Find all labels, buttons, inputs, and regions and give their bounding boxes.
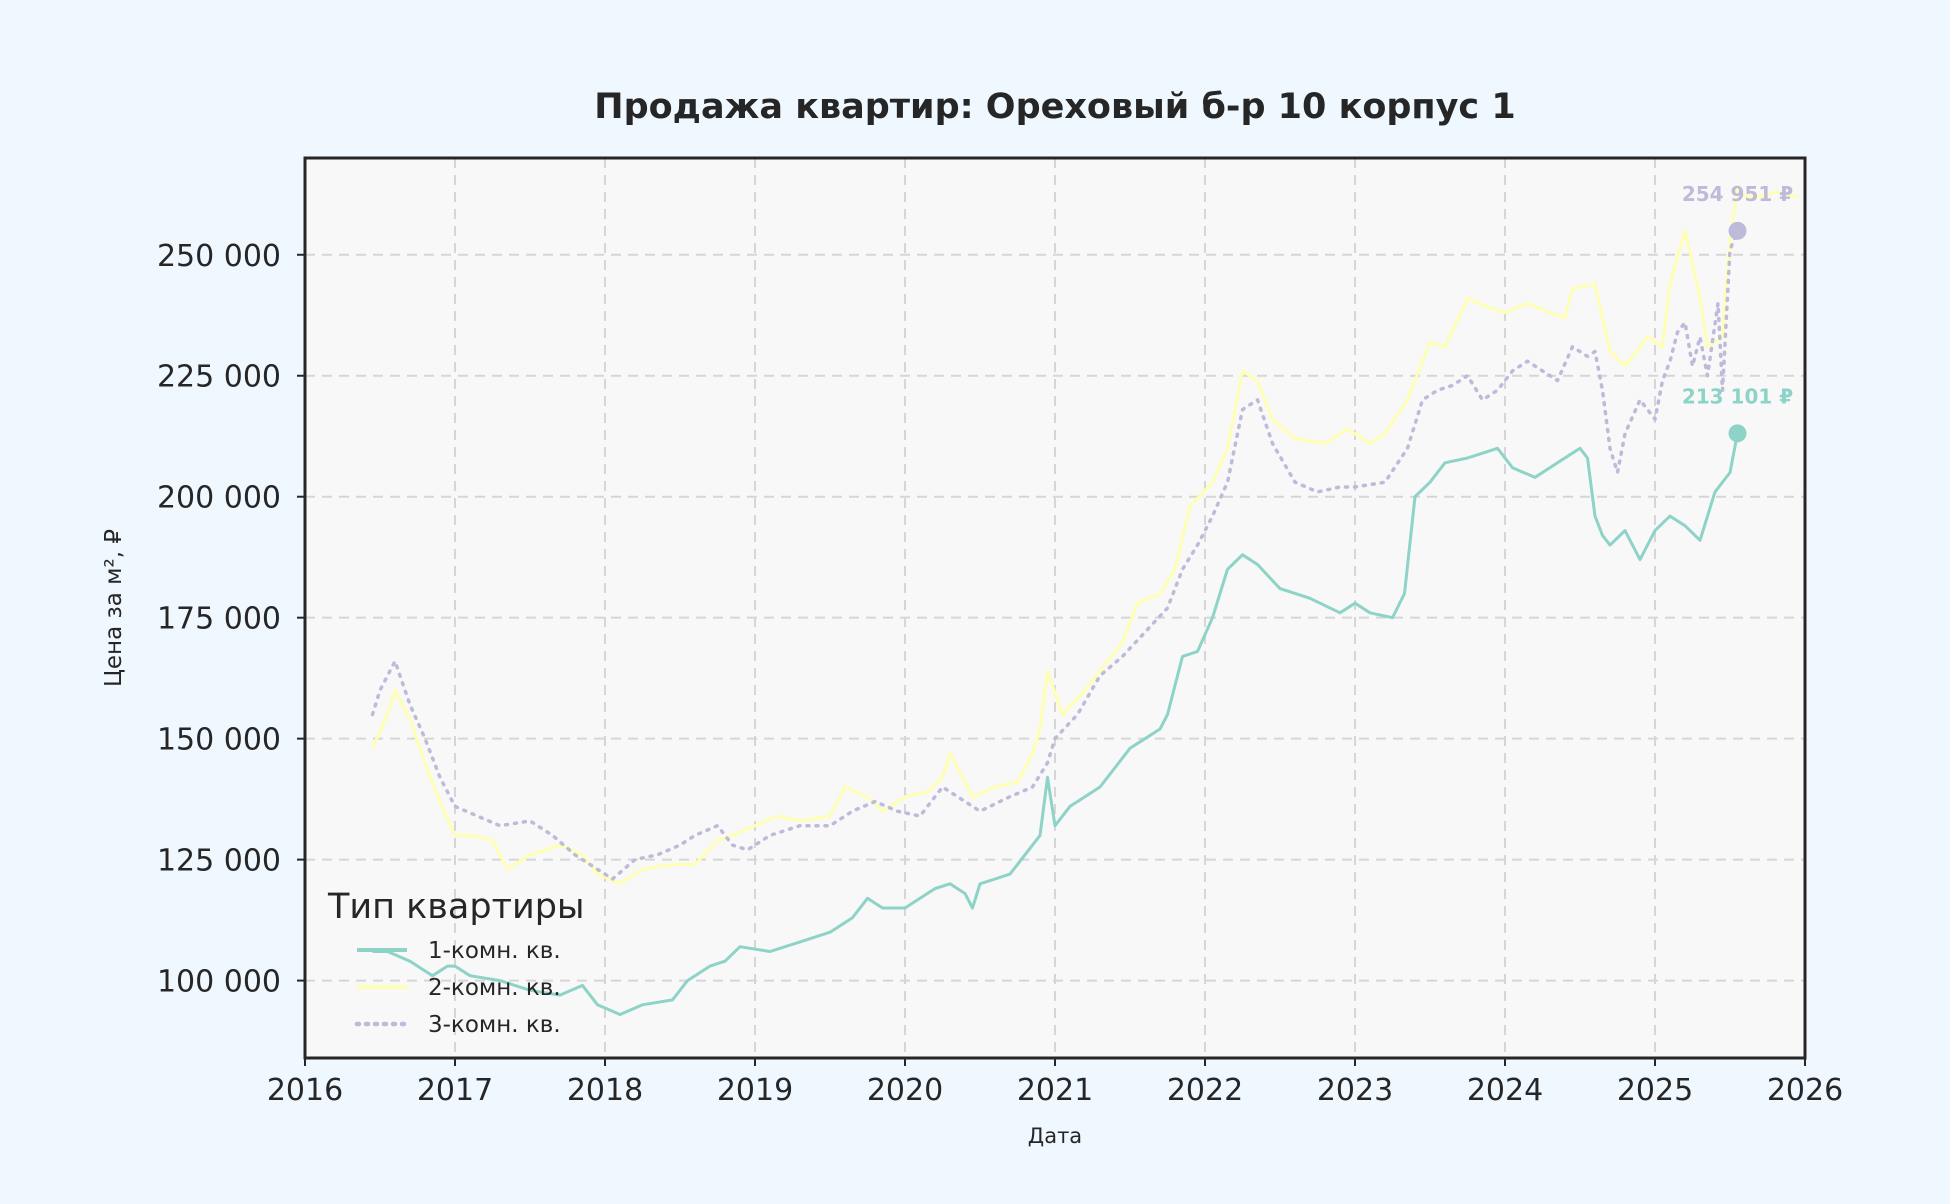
x-tick-label: 2019 (717, 1073, 793, 1108)
x-tick-label: 2016 (267, 1073, 343, 1108)
x-tick-label: 2026 (1767, 1073, 1843, 1108)
end-point-marker (1728, 221, 1747, 240)
end-point-marker (1728, 424, 1747, 443)
x-tick-label: 2023 (1317, 1073, 1393, 1108)
x-tick-label: 2018 (567, 1073, 643, 1108)
x-tick-label: 2017 (417, 1073, 493, 1108)
y-axis-label: Цена за м², ₽ (101, 529, 127, 687)
end-point-annotations: 254 951 ₽ 213 101 ₽ (1682, 182, 1793, 443)
chart-title: Продажа квартир: Ореховый б-р 10 корпус … (594, 87, 1515, 127)
end-point-label: 254 951 ₽ (1682, 182, 1793, 206)
series-line-1 (372, 433, 1739, 1016)
legend-title: Тип квартиры (327, 887, 585, 927)
y-tick-label: 150 000 (157, 723, 281, 758)
series-line-3 (370, 229, 1740, 881)
y-tick-label: 100 000 (157, 965, 281, 1000)
legend: Тип квартиры 1-комн. кв. 2-комн. кв. 3-ком… (327, 887, 585, 1038)
x-tick-label: 2025 (1617, 1073, 1693, 1108)
x-tick-label: 2021 (1017, 1073, 1093, 1108)
series-lines (370, 185, 1798, 1016)
y-axis-ticks: 100 000 125 000 150 000 175 000 200 000 225 0… (157, 239, 305, 1000)
x-tick-label: 2022 (1167, 1073, 1243, 1108)
y-tick-label: 225 000 (157, 360, 281, 395)
x-tick-label: 2020 (867, 1073, 943, 1108)
y-tick-label: 125 000 (157, 844, 281, 879)
y-tick-label: 250 000 (157, 239, 281, 274)
legend-label-2: 2-комн. кв. (428, 975, 561, 1001)
y-tick-label: 200 000 (157, 481, 281, 516)
x-axis-ticks: 2016 2017 2018 2019 2020 2021 2022 2023 2024 2025… (267, 1058, 1843, 1108)
x-tick-label: 2024 (1467, 1073, 1543, 1108)
y-tick-label: 175 000 (157, 602, 281, 637)
legend-label-1: 1-комн. кв. (428, 938, 561, 964)
series-line-2 (371, 185, 1798, 886)
legend-label-3: 3-комн. кв. (428, 1012, 561, 1038)
end-point-label: 213 101 ₽ (1682, 384, 1793, 408)
x-axis-label: Дата (1028, 1124, 1082, 1148)
